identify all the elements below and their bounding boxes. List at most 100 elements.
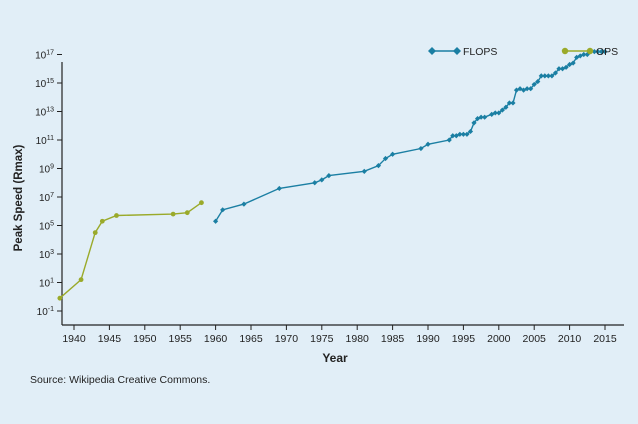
- x-tick-label: 1970: [275, 333, 299, 345]
- y-tick-base: 10: [39, 222, 51, 233]
- y-tick-label: 109: [39, 164, 54, 176]
- x-tick-label: 1955: [169, 333, 193, 345]
- y-tick-exponent: 11: [47, 135, 54, 142]
- x-axis-title: Year: [322, 351, 348, 365]
- y-tick-label: 103: [39, 249, 54, 261]
- x-tick-label: 1945: [98, 333, 122, 345]
- flops-data-point: [542, 73, 548, 79]
- flops-data-point: [510, 100, 516, 106]
- flops-data-point: [460, 131, 466, 137]
- y-tick-label: 107: [39, 192, 54, 204]
- y-tick-exponent: 3: [50, 249, 54, 256]
- flops-data-point: [584, 51, 590, 58]
- flops-data-point: [213, 218, 219, 224]
- flops-data-point: [471, 120, 477, 126]
- flops-data-point: [591, 49, 597, 55]
- x-tick-label: 2015: [593, 333, 617, 345]
- series-layer: [57, 49, 608, 301]
- flops-data-point: [595, 49, 601, 55]
- ops-data-point: [78, 277, 84, 283]
- flops-data-point: [559, 66, 566, 72]
- y-tick-base: 10: [36, 136, 48, 147]
- x-tick-label: 1975: [310, 333, 334, 345]
- y-tick-exponent: 5: [50, 221, 54, 228]
- flops-data-point: [602, 49, 608, 55]
- ops-data-point: [170, 211, 176, 217]
- flops-data-point: [535, 78, 541, 85]
- flops-data-point: [503, 104, 509, 110]
- flops-data-point: [375, 163, 382, 169]
- y-tick-exponent: 7: [50, 192, 54, 199]
- x-axis-ticks: 1940 1945 1950 1955 1960 1965 1970 1975 1980 1985…: [62, 325, 617, 345]
- flops-data-point: [241, 201, 247, 207]
- flops-data-point: [220, 207, 226, 213]
- flops-data-point: [556, 66, 562, 72]
- y-tick-base: 10: [35, 79, 47, 90]
- y-tick-exponent: 15: [46, 78, 54, 85]
- y-tick-base: 10: [39, 250, 51, 261]
- flops-data-point: [598, 49, 605, 55]
- flops-data-point: [545, 73, 551, 79]
- flops-data-point: [446, 137, 452, 143]
- flops-data-point: [326, 173, 332, 179]
- flops-data-point: [517, 86, 523, 92]
- flops-data-point: [499, 107, 505, 113]
- plot-axes: [61, 62, 624, 326]
- flops-data-point: [492, 110, 498, 116]
- x-tick-label: 1995: [452, 333, 476, 345]
- flops-data-point: [464, 131, 470, 137]
- x-tick-label: 2005: [523, 333, 547, 345]
- flops-data-point: [531, 81, 537, 88]
- ops-legend-marker: [586, 47, 594, 55]
- flops-data-point: [361, 168, 367, 174]
- ops-data-point: [99, 218, 105, 224]
- flops-data-point: [276, 185, 282, 192]
- y-tick-base: 10: [39, 193, 51, 204]
- flops-data-point: [574, 54, 580, 60]
- flops-legend-marker: [453, 47, 461, 55]
- y-tick-label: 101: [39, 278, 54, 290]
- flops-data-point: [528, 86, 534, 92]
- x-tick-label: 1965: [239, 333, 263, 345]
- flops-data-point: [577, 53, 583, 59]
- flops-data-point: [567, 61, 573, 68]
- flops-data-point: [581, 51, 587, 58]
- legend: FLOPS OPS: [428, 46, 618, 58]
- flops-data-point: [496, 110, 502, 116]
- y-tick-label: 10-1: [37, 306, 54, 318]
- x-tick-label: 1950: [133, 333, 157, 345]
- ops-data-point: [57, 295, 63, 301]
- ops-data-point: [114, 213, 119, 218]
- x-tick-label: 2000: [487, 333, 511, 345]
- y-tick-exponent: 1: [50, 278, 54, 285]
- flops-data-point: [478, 114, 484, 120]
- ops-data-point: [92, 230, 98, 236]
- flops-legend-label: FLOPS: [463, 46, 497, 58]
- ops-legend-marker: [561, 47, 569, 55]
- y-axis-title: Peak Speed (Rmax): [13, 144, 25, 251]
- flops-data-point: [457, 131, 463, 137]
- y-tick-label: 1017: [35, 50, 54, 62]
- flops-data-point: [563, 64, 569, 70]
- flops-data-point: [538, 73, 544, 79]
- x-tick-label: 2010: [558, 333, 582, 345]
- x-tick-label: 1940: [62, 333, 86, 345]
- y-tick-label: 1013: [35, 107, 54, 119]
- y-tick-exponent: 17: [46, 50, 54, 57]
- flops-data-point: [450, 133, 456, 139]
- flops-data-point: [489, 111, 495, 117]
- flops-data-point: [482, 114, 488, 120]
- flops-data-point: [506, 100, 513, 106]
- flops-data-point: [513, 87, 520, 93]
- x-tick-label: 1960: [204, 333, 228, 345]
- flops-data-point: [425, 141, 431, 147]
- y-tick-base: 10: [39, 279, 51, 290]
- ops-series-line: [59, 202, 202, 299]
- y-tick-exponent: 13: [46, 107, 54, 114]
- flops-data-point: [552, 70, 559, 76]
- ops-data-point: [184, 210, 190, 216]
- flops-data-point: [467, 128, 474, 135]
- x-tick-label: 1980: [346, 333, 370, 345]
- y-tick-label: 1015: [35, 78, 54, 90]
